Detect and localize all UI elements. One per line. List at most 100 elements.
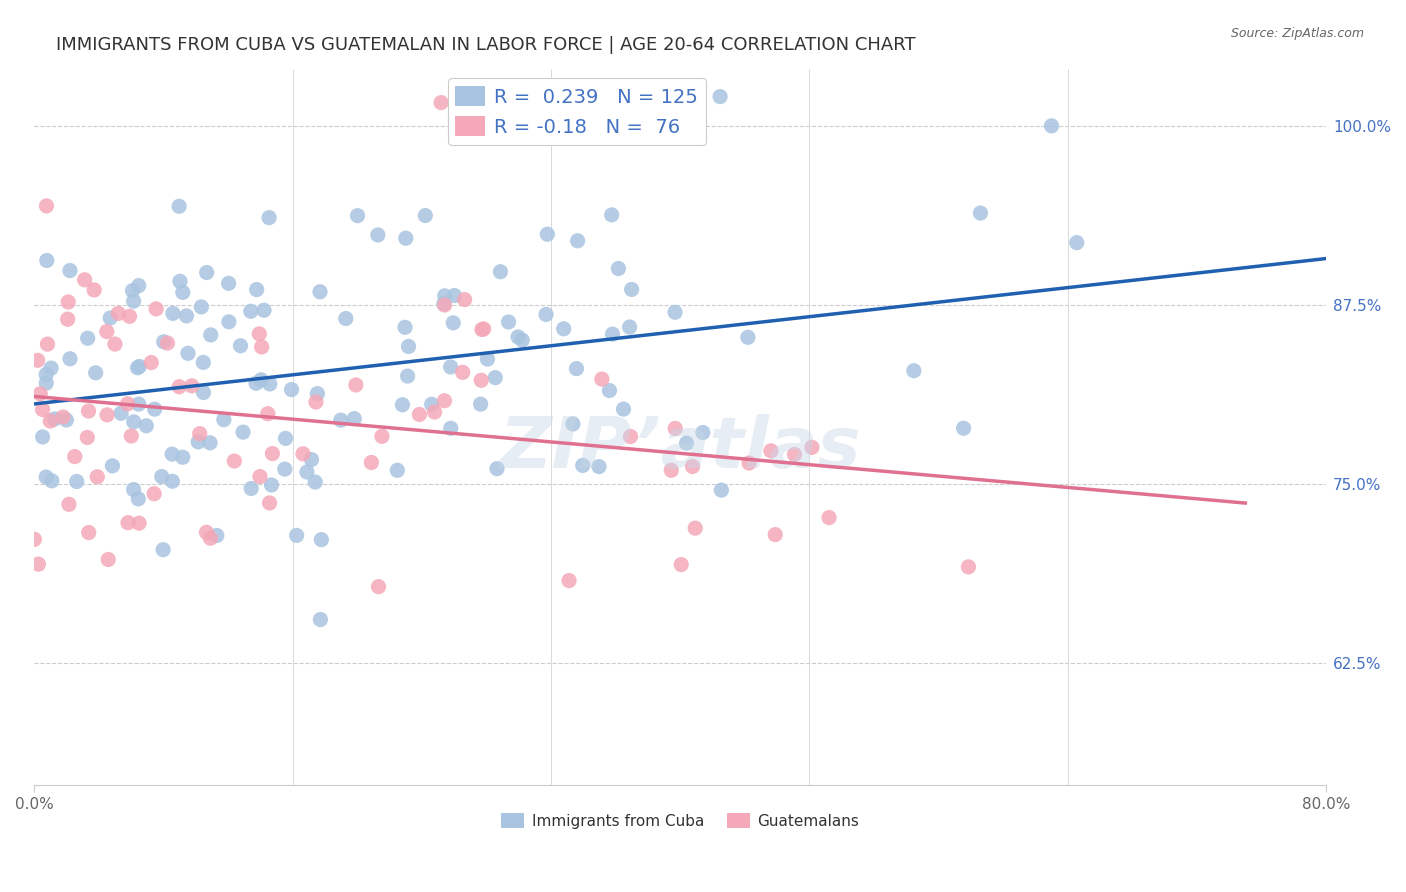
Point — [470, 397, 492, 411]
Point — [440, 359, 463, 374]
Point — [190, 300, 212, 314]
Point — [145, 301, 167, 316]
Point — [101, 458, 124, 473]
Point — [44, 412, 66, 426]
Point — [443, 288, 465, 302]
Point — [675, 436, 697, 450]
Point — [232, 425, 254, 439]
Point — [335, 311, 357, 326]
Point — [430, 95, 453, 110]
Point — [433, 393, 456, 408]
Point — [77, 404, 100, 418]
Point — [143, 402, 166, 417]
Point — [127, 491, 149, 506]
Point — [280, 383, 302, 397]
Point — [30, 386, 52, 401]
Point — [534, 308, 557, 322]
Point — [110, 406, 132, 420]
Point — [571, 458, 593, 473]
Point — [122, 415, 145, 429]
Point — [800, 441, 823, 455]
Point — [565, 361, 588, 376]
Point — [128, 359, 150, 374]
Point — [224, 454, 246, 468]
Point — [285, 528, 308, 542]
Point — [167, 199, 190, 213]
Point — [957, 560, 980, 574]
Point — [510, 333, 533, 347]
Point — [433, 298, 456, 312]
Point — [162, 474, 184, 488]
Point — [187, 434, 209, 449]
Point — [66, 475, 89, 489]
Text: Source: ZipAtlas.com: Source: ZipAtlas.com — [1230, 27, 1364, 40]
Point — [423, 405, 446, 419]
Point — [783, 447, 806, 461]
Point — [35, 253, 58, 268]
Point — [249, 469, 271, 483]
Point — [737, 330, 759, 344]
Point — [683, 521, 706, 535]
Point — [471, 322, 494, 336]
Point — [664, 421, 686, 435]
Point — [259, 496, 281, 510]
Point — [343, 411, 366, 425]
Point — [195, 525, 218, 540]
Point — [619, 320, 641, 334]
Point — [117, 397, 139, 411]
Point — [150, 469, 173, 483]
Point — [506, 330, 529, 344]
Point — [39, 414, 62, 428]
Point — [664, 305, 686, 319]
Point — [162, 306, 184, 320]
Point — [262, 446, 284, 460]
Point — [304, 475, 326, 489]
Point — [682, 459, 704, 474]
Point — [128, 397, 150, 411]
Point — [143, 487, 166, 501]
Point — [117, 516, 139, 530]
Point — [484, 370, 506, 384]
Point — [122, 294, 145, 309]
Point — [35, 368, 58, 382]
Point — [76, 430, 98, 444]
Point — [37, 337, 59, 351]
Point — [205, 528, 228, 542]
Point — [86, 470, 108, 484]
Point — [41, 474, 63, 488]
Point — [218, 315, 240, 329]
Point — [246, 283, 269, 297]
Point — [200, 327, 222, 342]
Point — [371, 429, 394, 443]
Point — [498, 315, 520, 329]
Point — [292, 447, 315, 461]
Point — [612, 402, 634, 417]
Point — [97, 552, 120, 566]
Point — [212, 413, 235, 427]
Point — [620, 282, 643, 296]
Point — [598, 384, 620, 398]
Point — [76, 331, 98, 345]
Point — [239, 304, 262, 318]
Point — [35, 376, 58, 390]
Point — [128, 278, 150, 293]
Point — [420, 397, 443, 411]
Point — [98, 310, 121, 325]
Point — [193, 355, 215, 369]
Point — [619, 429, 641, 443]
Point — [408, 408, 430, 422]
Point — [177, 346, 200, 360]
Point — [451, 365, 474, 379]
Point — [274, 431, 297, 445]
Point — [301, 452, 323, 467]
Point — [141, 355, 163, 369]
Point — [39, 361, 62, 376]
Point — [903, 364, 925, 378]
Point — [35, 199, 58, 213]
Point — [477, 352, 499, 367]
Point — [96, 408, 118, 422]
Point — [247, 326, 270, 341]
Point — [169, 274, 191, 288]
Point — [260, 478, 283, 492]
Point — [489, 265, 512, 279]
